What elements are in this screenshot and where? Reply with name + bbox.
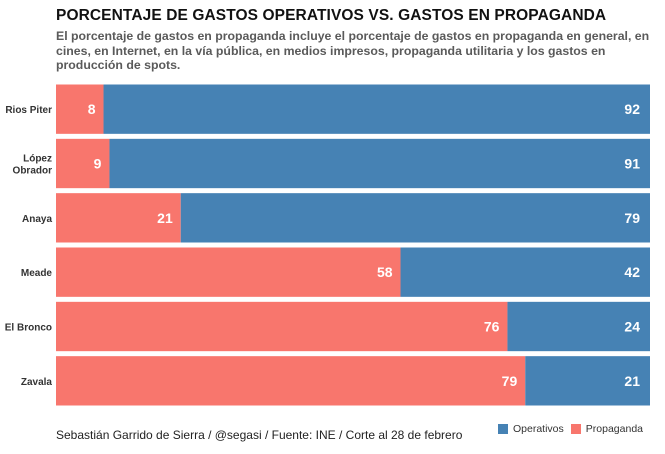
y-tick-label-meade: Meade bbox=[21, 268, 53, 279]
data-label-propaganda-rios-piter: 8 bbox=[88, 101, 96, 117]
y-tick-label-el-bronco: El Bronco bbox=[5, 323, 52, 334]
bar-propaganda-rios-piter bbox=[56, 84, 104, 134]
bar-operativos-anaya bbox=[180, 193, 651, 243]
legend: Operativos Propaganda bbox=[498, 423, 650, 435]
bar-propaganda-meade bbox=[56, 247, 401, 297]
chart-subtitle: El porcentaje de gastos en propaganda in… bbox=[56, 29, 650, 72]
legend-swatch-propaganda bbox=[570, 424, 581, 434]
chart-caption: Sebastián Garrido de Sierra / @segasi / … bbox=[56, 428, 463, 442]
legend-label-operativos: Operativos bbox=[513, 423, 564, 435]
bar-operativos-el-bronco bbox=[507, 301, 650, 352]
y-tick-label-lopez-obrador: López Obrador bbox=[13, 154, 53, 177]
bar-operativos-zavala bbox=[525, 356, 650, 406]
y-tick-label-anaya: Anaya bbox=[22, 214, 52, 225]
bar-propaganda-anaya bbox=[56, 193, 181, 243]
data-label-operativos-el-bronco: 24 bbox=[624, 319, 640, 335]
data-label-propaganda-el-bronco: 76 bbox=[484, 319, 500, 335]
legend-label-propaganda: Propaganda bbox=[585, 423, 643, 435]
bar-propaganda-lopez-obrador bbox=[56, 138, 110, 189]
bar-operativos-lopez-obrador bbox=[109, 138, 650, 189]
data-label-propaganda-lopez-obrador: 9 bbox=[94, 156, 102, 172]
legend-item-propaganda: Propaganda bbox=[570, 423, 643, 435]
chart-title: PORCENTAJE DE GASTOS OPERATIVOS VS. GAST… bbox=[56, 7, 607, 24]
legend-item-operativos: Operativos bbox=[498, 423, 564, 435]
data-label-operativos-zavala: 21 bbox=[624, 373, 640, 389]
data-label-propaganda-meade: 58 bbox=[377, 264, 393, 280]
bar-propaganda-zavala bbox=[56, 356, 526, 406]
data-label-operativos-anaya: 79 bbox=[624, 210, 640, 226]
legend-swatch-operativos bbox=[498, 424, 508, 434]
y-tick-label-zavala: Zavala bbox=[21, 377, 53, 388]
bar-operativos-rios-piter bbox=[103, 84, 650, 134]
bar-operativos-meade bbox=[400, 247, 650, 297]
data-label-propaganda-anaya: 21 bbox=[157, 210, 173, 226]
bar-propaganda-el-bronco bbox=[56, 301, 508, 352]
y-tick-label-rios-piter: Rios Piter bbox=[5, 105, 52, 116]
data-label-operativos-meade: 42 bbox=[624, 264, 640, 280]
data-label-operativos-rios-piter: 92 bbox=[624, 101, 640, 117]
data-label-operativos-lopez-obrador: 91 bbox=[624, 156, 640, 172]
data-label-propaganda-zavala: 79 bbox=[502, 373, 518, 389]
